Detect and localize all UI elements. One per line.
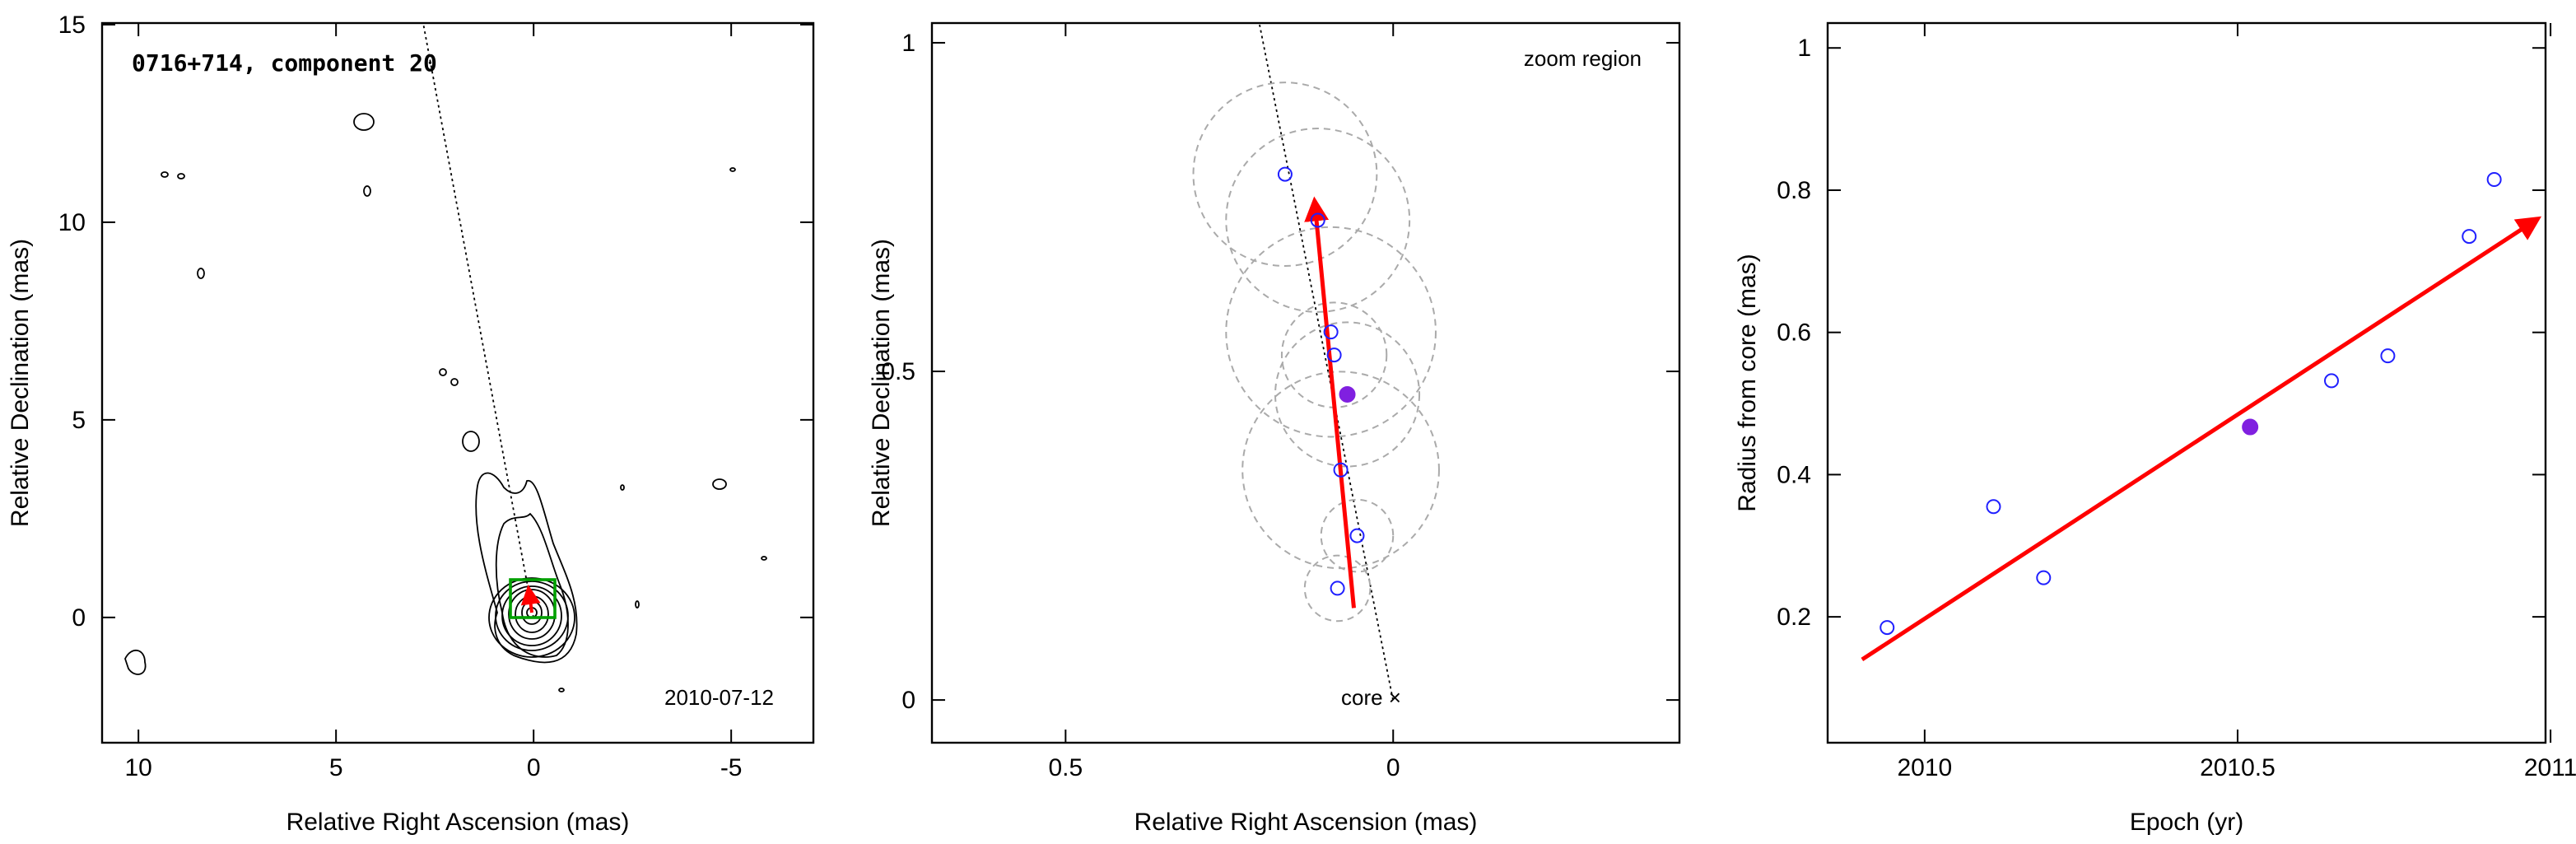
- data-point: [1310, 212, 1325, 228]
- x-tick-label: 5: [329, 754, 343, 781]
- error-circle: [1303, 554, 1372, 623]
- contour: [450, 378, 459, 386]
- data-point: [2380, 348, 2396, 364]
- x-axis-label: Relative Right Ascension (mas): [1134, 809, 1478, 836]
- data-point: [1880, 620, 1895, 636]
- plot-frame: [1826, 21, 2547, 744]
- y-axis-label: Relative Declination (mas): [7, 239, 34, 527]
- data-point: [2462, 229, 2477, 245]
- y-tick-label: 0.8: [1777, 177, 1811, 204]
- fit-arrow: [1304, 196, 1356, 609]
- annotation: zoom region: [1524, 46, 1642, 71]
- contour: [475, 472, 578, 664]
- y-axis-label: Relative Declination (mas): [868, 239, 895, 527]
- contour: [177, 173, 185, 180]
- contour: [363, 185, 371, 197]
- x-tick-label: -5: [720, 754, 743, 781]
- contour: [462, 431, 480, 452]
- data-point: [2323, 373, 2339, 389]
- contour: [712, 478, 727, 490]
- y-tick-label: 1: [901, 30, 915, 57]
- contour-map: [124, 23, 767, 692]
- y-tick-label: 0.4: [1777, 461, 1811, 488]
- contour: [761, 556, 767, 561]
- y-tick-label: 0.5: [881, 358, 915, 385]
- plot-frame: [930, 21, 1681, 744]
- contour: [620, 484, 625, 491]
- x-tick-label: 10: [124, 754, 151, 781]
- error-circle: [1225, 226, 1437, 438]
- y-tick-label: 0.2: [1777, 604, 1811, 631]
- annotation: 2010-07-12: [664, 685, 774, 710]
- data-point: [2486, 172, 2502, 187]
- y-tick-label: 0: [72, 604, 86, 632]
- data-point: [1323, 324, 1339, 340]
- y-axis-label: Radius from core (mas): [1734, 254, 1761, 511]
- error-circle: [1192, 82, 1378, 267]
- contour: [729, 167, 736, 172]
- data-point: [1277, 166, 1293, 182]
- contour: [495, 581, 569, 651]
- x-tick-label: 2010: [1897, 754, 1952, 781]
- error-circle: [1320, 498, 1395, 573]
- contour: [161, 171, 169, 178]
- x-axis-label: Epoch (yr): [2130, 809, 2243, 836]
- error-circle: [1274, 321, 1421, 468]
- fit-arrow: [1861, 216, 2542, 662]
- contour: [197, 268, 205, 279]
- error-circle: [1225, 128, 1411, 313]
- data-point: [1986, 499, 2001, 515]
- data-point: [1330, 581, 1345, 596]
- contour: [635, 600, 640, 609]
- contour: [353, 113, 375, 131]
- x-tick-label: 2011: [2524, 754, 2576, 781]
- y-tick-label: 15: [58, 12, 86, 39]
- y-tick-label: 10: [58, 209, 86, 236]
- y-tick-label: 5: [72, 407, 86, 434]
- x-tick-label: 0: [1386, 754, 1400, 781]
- plot-frame: [100, 21, 815, 744]
- y-tick-label: 1: [1797, 35, 1811, 62]
- contour: [495, 512, 569, 658]
- annotation: 0716+714, component 20: [132, 49, 437, 77]
- annotation: core ×: [1341, 685, 1401, 710]
- zoom-box: [509, 578, 557, 619]
- data-point: [2036, 570, 2052, 585]
- data-point: [2242, 418, 2259, 436]
- contour: [124, 650, 147, 675]
- data-point: [1326, 347, 1342, 363]
- contour: [558, 688, 565, 692]
- contour: [488, 577, 575, 658]
- y-tick-label: 0.6: [1777, 319, 1811, 347]
- data-point: [1349, 528, 1365, 543]
- data-point: [1339, 385, 1356, 403]
- data-point: [1333, 462, 1349, 478]
- x-axis-label: Relative Right Ascension (mas): [286, 809, 630, 836]
- x-tick-label: 0: [527, 754, 541, 781]
- jet-axis: [422, 23, 534, 618]
- jet-axis: [1259, 24, 1394, 701]
- y-tick-label: 0: [901, 687, 915, 714]
- motion-arrow: [520, 585, 541, 613]
- x-tick-label: 2010.5: [2200, 754, 2276, 781]
- contour: [439, 368, 447, 376]
- track: [1259, 24, 1394, 701]
- x-tick-label: 0.5: [1048, 754, 1083, 781]
